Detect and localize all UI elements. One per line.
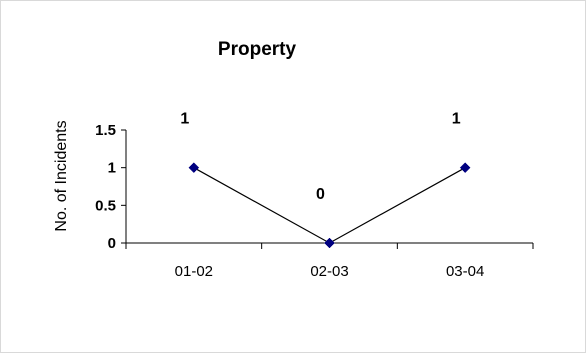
series-marks: 1 0 1	[180, 111, 471, 249]
y-tick-label: 1.5	[95, 122, 116, 139]
data-point-marker	[188, 162, 200, 174]
chart-title: Property	[218, 39, 297, 60]
data-point-marker	[324, 237, 335, 249]
data-label: 1	[180, 111, 189, 128]
y-tick-label: 0	[108, 235, 116, 252]
x-tick-label: 02-03	[310, 263, 348, 280]
y-tick-label: 1	[108, 160, 116, 177]
data-label: 0	[316, 186, 325, 203]
data-label: 1	[452, 111, 461, 128]
y-tick-label: 0.5	[95, 197, 116, 214]
x-tick-label: 03-04	[446, 263, 484, 280]
series-line	[193, 167, 466, 244]
data-point-marker	[459, 162, 471, 174]
axes: 0 0.5 1 1.5 01-02 02-03 03-04	[95, 122, 534, 280]
x-tick-label: 01-02	[175, 263, 213, 280]
y-axis-label: No. of Incidents	[53, 120, 70, 231]
